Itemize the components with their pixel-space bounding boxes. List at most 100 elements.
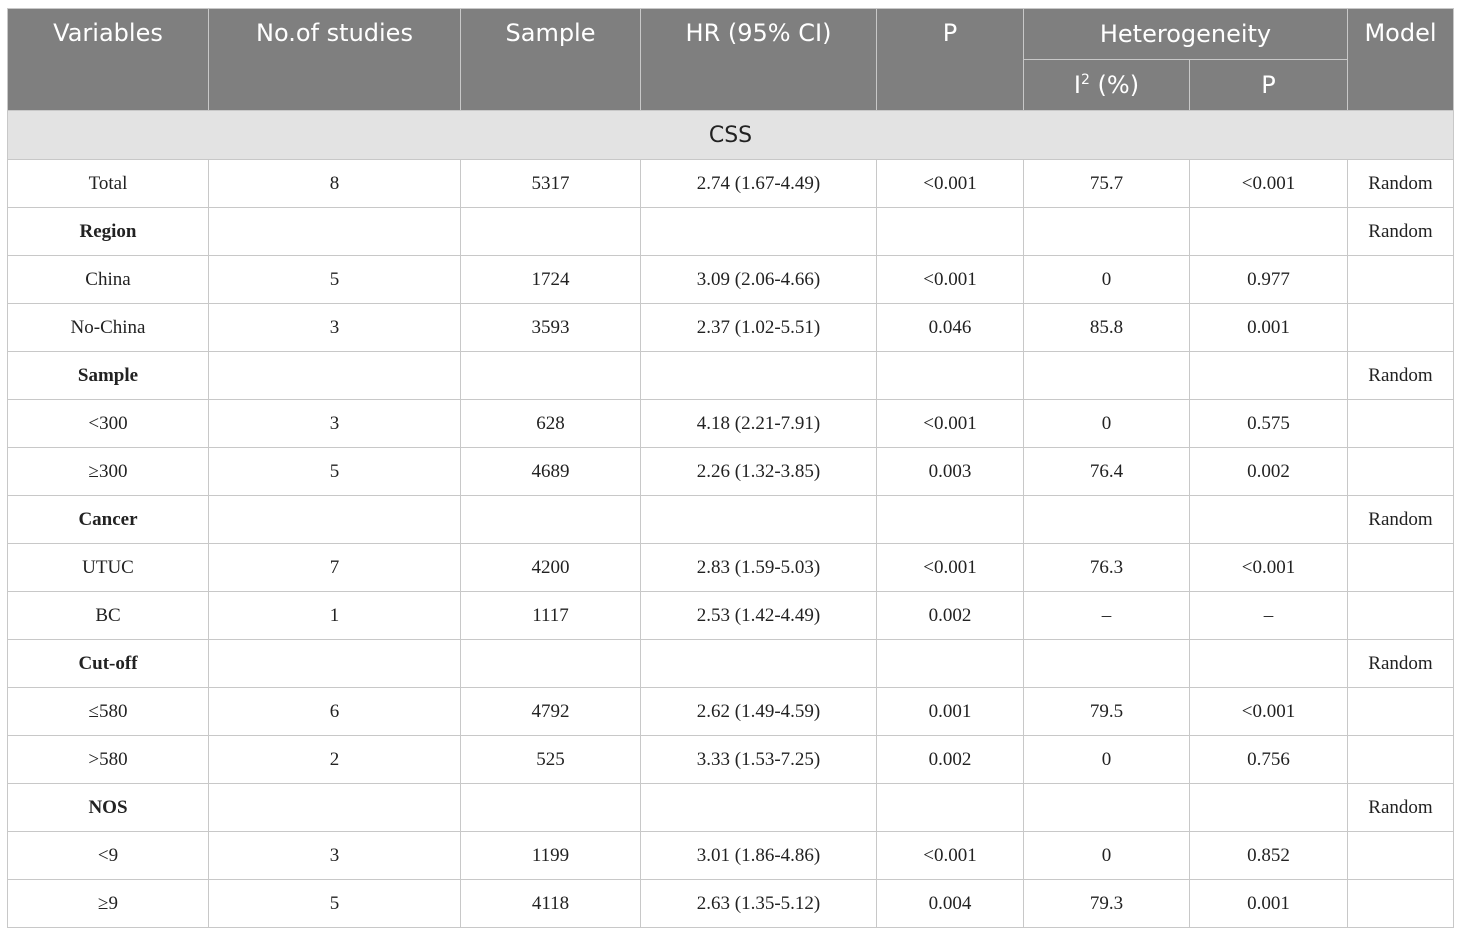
cell-p: <0.001 [876,159,1024,208]
cell-het-p [1189,207,1348,256]
cell-hr: 3.09 (2.06-4.66) [640,255,877,304]
cell-model: Random [1347,159,1454,208]
table-row: ≥300 5 4689 2.26 (1.32-3.85) 0.003 76.4 0.002 [7,447,1454,496]
cell-i2 [1023,351,1190,400]
cell-hr [640,783,877,832]
cell-i2 [1023,207,1190,256]
cell-model [1347,687,1454,736]
cell-model [1347,255,1454,304]
cell-hr: 2.53 (1.42-4.49) [640,591,877,640]
cell-p: 0.046 [876,303,1024,352]
cell-label: ≤580 [7,687,209,736]
group-row: Cancer Random [7,495,1454,544]
table-row: BC 1 1117 2.53 (1.42-4.49) 0.002– – [7,591,1454,640]
cell-label: BC [7,591,209,640]
cell-i2: 79.3 [1023,879,1190,928]
cell-model: Random [1347,207,1454,256]
cell-p [876,783,1024,832]
cell-studies: 3 [208,303,461,352]
results-table: Variables No.of studies Sample HR (95% C… [7,8,1454,928]
cell-label: Cancer [7,495,209,544]
cell-studies [208,495,461,544]
cell-i2: 0 [1023,831,1190,880]
cell-sample: 525 [460,735,641,784]
cell-het-p [1189,783,1348,832]
cell-hr: 2.63 (1.35-5.12) [640,879,877,928]
header-studies: No.of studies [208,8,461,111]
cell-het-p [1189,639,1348,688]
header-p: P [876,8,1024,111]
cell-sample: 3593 [460,303,641,352]
cell-i2: 0 [1023,399,1190,448]
table-header: Variables No.of studies Sample HR (95% C… [7,8,1454,111]
cell-i2: – [1023,591,1190,640]
cell-het-p [1189,351,1348,400]
cell-label: >580 [7,735,209,784]
header-hr: HR (95% CI) [640,8,877,111]
cell-i2: 75.7 [1023,159,1190,208]
cell-hr: 2.26 (1.32-3.85) [640,447,877,496]
cell-model [1347,735,1454,784]
cell-p: 0.002 [876,735,1024,784]
cell-studies [208,639,461,688]
cell-p: 0.001 [876,687,1024,736]
cell-label: <9 [7,831,209,880]
cell-hr [640,351,877,400]
cell-het-p: <0.001 [1189,543,1348,592]
cell-sample: 5317 [460,159,641,208]
cell-i2: 76.4 [1023,447,1190,496]
cell-sample [460,639,641,688]
cell-sample [460,783,641,832]
cell-label: ≥300 [7,447,209,496]
cell-label: Sample [7,351,209,400]
header-heterogeneity: Heterogeneity [1023,8,1348,60]
header-heterogeneity-p: P [1189,59,1348,111]
cell-label: ≥9 [7,879,209,928]
header-sample: Sample [460,8,641,111]
cell-het-p: 0.001 [1189,303,1348,352]
cell-model [1347,591,1454,640]
cell-sample [460,207,641,256]
cell-studies [208,351,461,400]
table-body: CSS Total 8 5317 2.74 (1.67-4.49) <0.001 75.7… [7,110,1454,928]
cell-studies: 5 [208,255,461,304]
cell-label: Total [7,159,209,208]
table-row: China 5 1724 3.09 (2.06-4.66) <0.001 0 0.977 [7,255,1454,304]
header-i2: I2 (%) [1023,59,1190,111]
cell-hr: 3.33 (1.53-7.25) [640,735,877,784]
cell-i2: 79.5 [1023,687,1190,736]
cell-hr: 2.62 (1.49-4.59) [640,687,877,736]
cell-i2: 85.8 [1023,303,1190,352]
i2-suffix: (%) [1089,71,1140,99]
cell-label: <300 [7,399,209,448]
cell-model [1347,447,1454,496]
cell-model: Random [1347,639,1454,688]
cell-i2: 0 [1023,735,1190,784]
cell-hr: 2.83 (1.59-5.03) [640,543,877,592]
cell-hr: 2.74 (1.67-4.49) [640,159,877,208]
cell-het-p: <0.001 [1189,687,1348,736]
cell-p: 0.002 [876,591,1024,640]
cell-sample: 4792 [460,687,641,736]
cell-label: China [7,255,209,304]
cell-sample: 628 [460,399,641,448]
cell-model: Random [1347,495,1454,544]
cell-p: <0.001 [876,399,1024,448]
cell-label: Region [7,207,209,256]
section-title: CSS [7,110,1454,160]
cell-hr [640,207,877,256]
cell-p [876,495,1024,544]
table-row: >580 2 525 3.33 (1.53-7.25) 0.002 0 0.756 [7,735,1454,784]
cell-sample: 1724 [460,255,641,304]
table-row: <300 3 628 4.18 (2.21-7.91) <0.001 0 0.575 [7,399,1454,448]
cell-label: Cut-off [7,639,209,688]
cell-het-p: 0.001 [1189,879,1348,928]
i2-base: I [1073,71,1081,99]
cell-p [876,207,1024,256]
cell-model [1347,543,1454,592]
cell-het-p: – [1189,591,1348,640]
cell-het-p [1189,495,1348,544]
cell-studies: 3 [208,831,461,880]
cell-studies: 7 [208,543,461,592]
cell-model: Random [1347,783,1454,832]
